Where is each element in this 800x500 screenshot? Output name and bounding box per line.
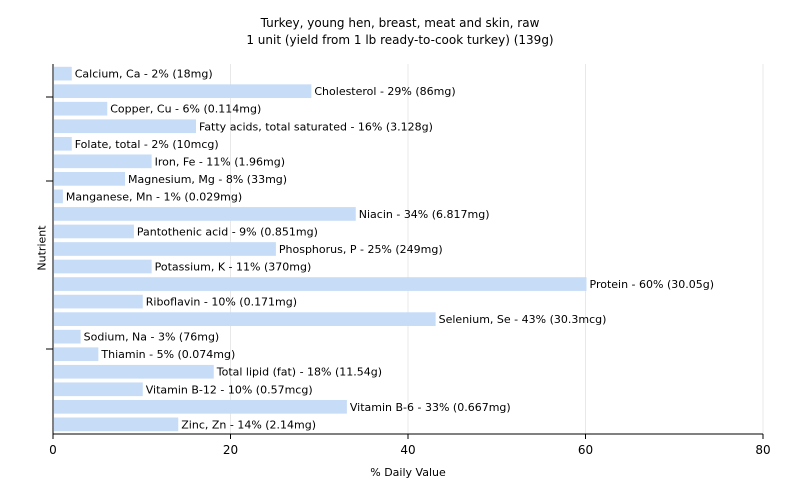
bar-label-1: Cholesterol - 29% (86mg) xyxy=(314,85,455,98)
bar-label-4: Folate, total - 2% (10mcg) xyxy=(75,138,219,151)
bar-14 xyxy=(54,312,436,326)
bar-20 xyxy=(54,417,179,432)
x-axis-title: % Daily Value xyxy=(370,466,446,479)
bar-label-15: Sodium, Na - 3% (76mg) xyxy=(84,331,220,344)
bar-label-5: Iron, Fe - 11% (1.96mg) xyxy=(155,155,285,168)
x-tick-label-0: 0 xyxy=(49,443,57,457)
bar-19 xyxy=(54,399,347,414)
chart-title: Turkey, young hen, breast, meat and skin… xyxy=(260,16,540,30)
bar-label-7: Manganese, Mn - 1% (0.029mg) xyxy=(66,190,242,203)
bar-5 xyxy=(54,154,152,169)
bar-9 xyxy=(54,224,134,239)
bar-2 xyxy=(54,101,108,116)
bar-label-0: Calcium, Ca - 2% (18mg) xyxy=(75,68,213,81)
bar-label-9: Pantothenic acid - 9% (0.851mg) xyxy=(137,225,318,238)
bar-label-18: Vitamin B-12 - 10% (0.57mcg) xyxy=(146,383,313,396)
bar-label-17: Total lipid (fat) - 18% (11.54g) xyxy=(216,366,382,379)
y-axis-title: Nutrient xyxy=(35,225,49,271)
bar-12 xyxy=(54,277,587,291)
bar-1 xyxy=(54,84,312,99)
bar-label-3: Fatty acids, total saturated - 16% (3.12… xyxy=(199,120,433,133)
x-tick-label-1: 20 xyxy=(223,443,238,457)
bar-6 xyxy=(54,172,125,186)
bar-17 xyxy=(54,364,214,379)
bar-0 xyxy=(54,66,72,81)
x-tick-label-2: 40 xyxy=(400,443,415,457)
bar-10 xyxy=(54,242,276,256)
x-tick-label-3: 60 xyxy=(578,443,593,457)
bar-label-20: Zinc, Zn - 14% (2.14mg) xyxy=(181,418,316,431)
bar-label-6: Magnesium, Mg - 8% (33mg) xyxy=(128,173,287,186)
bar-label-13: Riboflavin - 10% (0.171mg) xyxy=(146,296,297,309)
bar-label-10: Phosphorus, P - 25% (249mg) xyxy=(279,243,443,256)
bar-7 xyxy=(54,189,63,204)
bar-18 xyxy=(54,382,143,397)
chart-subtitle: 1 unit (yield from 1 lb ready-to-cook tu… xyxy=(246,33,554,47)
bar-label-16: Thiamin - 5% (0.074mg) xyxy=(100,348,235,361)
bar-label-11: Potassium, K - 11% (370mg) xyxy=(155,261,312,274)
bar-label-14: Selenium, Se - 43% (30.3mcg) xyxy=(439,313,607,326)
bar-label-2: Copper, Cu - 6% (0.114mg) xyxy=(110,103,261,116)
bar-label-19: Vitamin B-6 - 33% (0.667mg) xyxy=(350,401,511,414)
bar-11 xyxy=(54,259,152,274)
x-tick-label-4: 80 xyxy=(755,443,770,457)
bar-15 xyxy=(54,329,81,344)
bar-4 xyxy=(54,136,72,151)
bar-label-12: Protein - 60% (30.05g) xyxy=(590,278,715,291)
bar-8 xyxy=(54,207,356,221)
bar-label-8: Niacin - 34% (6.817mg) xyxy=(359,208,490,221)
bar-3 xyxy=(54,119,196,134)
bar-13 xyxy=(54,294,143,309)
bar-16 xyxy=(54,347,99,362)
